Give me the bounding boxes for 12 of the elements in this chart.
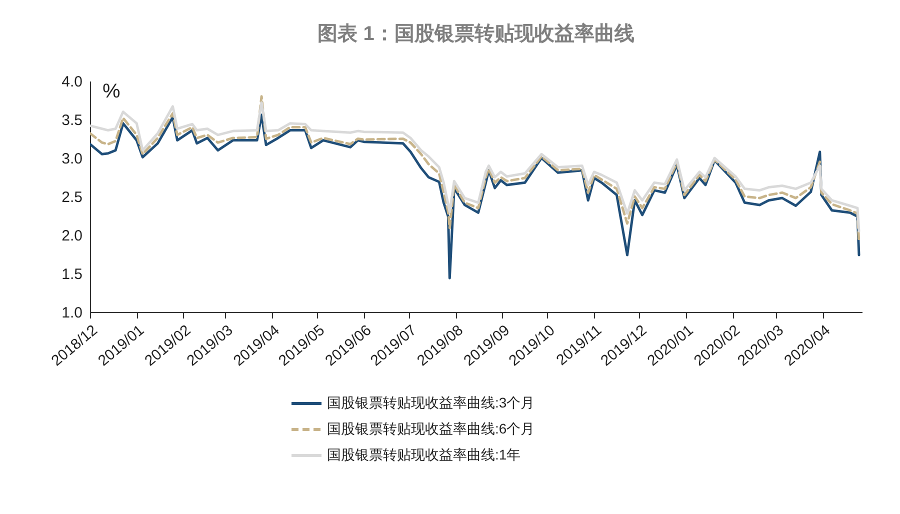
y-tick-label: 3.5 [62,112,82,129]
y-tick-label: 1.0 [62,304,82,322]
y-tick-label: 2.5 [62,189,82,206]
chart-title: 图表 1：国股银票转贴现收益率曲线 [318,22,634,45]
legend-label: 国股银票转贴现收益率曲线:3个月 [327,394,535,410]
y-tick-label: 4.0 [62,74,82,90]
legend-label: 国股银票转贴现收益率曲线:1年 [327,446,521,462]
y-tick-label: 3.0 [62,150,82,168]
y-tick-label: 2.0 [62,228,82,244]
y-tick-label: 1.5 [62,266,82,283]
legend-label: 国股银票转贴现收益率曲线:6个月 [327,420,535,436]
y-axis-title: % [102,80,120,102]
